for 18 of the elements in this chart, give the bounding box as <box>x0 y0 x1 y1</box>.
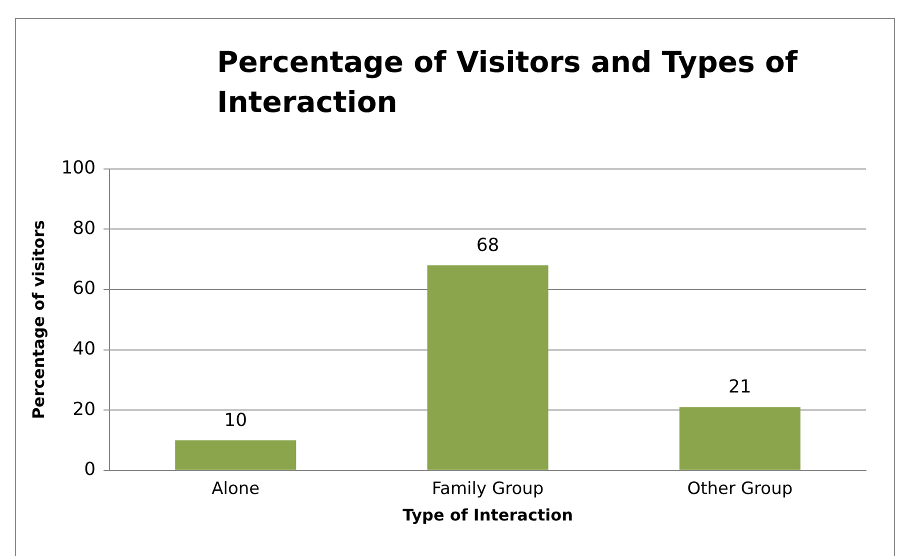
data-label: 68 <box>476 234 500 256</box>
x-tick-label: Alone <box>212 479 260 500</box>
bar <box>175 440 296 470</box>
y-tick-label: 20 <box>72 398 96 420</box>
x-tick-label: Other Group <box>687 479 793 500</box>
y-tick-label: 60 <box>72 278 96 300</box>
y-axis-title: Percentage of visitors <box>28 220 48 420</box>
y-tick-label: 100 <box>61 157 96 178</box>
bar <box>427 265 548 470</box>
x-axis-title: Type of Interaction <box>402 506 573 525</box>
data-label: 21 <box>728 376 752 398</box>
y-tick-label: 80 <box>72 218 96 239</box>
bar <box>679 407 800 470</box>
x-tick-label: Family Group <box>432 479 544 500</box>
y-tick-label: 40 <box>72 338 96 360</box>
data-label: 10 <box>224 410 248 431</box>
chart-title: Percentage of Visitors and Types of Interaction <box>217 44 799 121</box>
y-tick-label: 0 <box>84 459 96 480</box>
